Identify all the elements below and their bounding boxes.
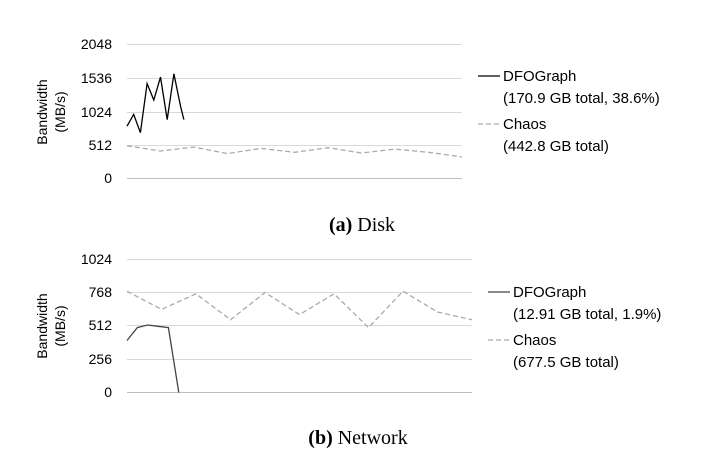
- disk-series-chaos-line: [126, 145, 463, 158]
- disk-caption: (a) Disk: [329, 214, 395, 236]
- network-ylabel-line2: (MB/s): [52, 305, 68, 346]
- network-legend-detail-dfograph: (12.91 GB total, 1.9%): [513, 306, 661, 323]
- network-series-chaos-line: [126, 290, 473, 329]
- network-legend-detail-chaos: (677.5 GB total): [513, 354, 619, 371]
- disk-gridlines: [127, 44, 462, 179]
- network-plot-area: [126, 290, 473, 393]
- disk-series-dfograph-line: [126, 73, 185, 133]
- disk-ylabel-line1: Bandwidth: [34, 79, 50, 144]
- network-ytick-768: 768: [89, 284, 113, 300]
- panel-disk: 2048 1536 1024 512 0 Bandwidth (MB/s) DF…: [34, 36, 660, 236]
- network-ytick-256: 256: [89, 351, 113, 367]
- network-legend-label-chaos: Chaos: [513, 332, 556, 349]
- disk-caption-text: Disk: [357, 214, 395, 236]
- disk-ylabel-line2: (MB/s): [52, 91, 68, 132]
- network-ytick-1024: 1024: [81, 251, 112, 267]
- network-series-dfograph-line: [126, 324, 180, 393]
- network-ylabel-line1: Bandwidth: [34, 293, 50, 358]
- disk-plot-area: [126, 73, 463, 158]
- disk-ytick-0: 0: [104, 170, 112, 186]
- network-legend-label-dfograph: DFOGraph: [513, 284, 586, 301]
- disk-caption-tag: (a): [329, 214, 352, 236]
- disk-ytick-1536: 1536: [81, 70, 112, 86]
- disk-legend-detail-dfograph: (170.9 GB total, 38.6%): [503, 90, 660, 107]
- disk-legend: DFOGraph (170.9 GB total, 38.6%) Chaos (…: [478, 68, 660, 155]
- network-gridlines: [127, 259, 472, 393]
- network-ytick-0: 0: [104, 384, 112, 400]
- disk-legend-detail-chaos: (442.8 GB total): [503, 138, 609, 155]
- network-legend: DFOGraph (12.91 GB total, 1.9%) Chaos (6…: [488, 284, 661, 371]
- disk-legend-label-dfograph: DFOGraph: [503, 68, 576, 85]
- network-caption-text: Network: [338, 427, 408, 449]
- disk-ytick-1024: 1024: [81, 104, 112, 120]
- disk-legend-label-chaos: Chaos: [503, 116, 546, 133]
- panel-network: 1024 768 512 256 0 Bandwidth (MB/s) DFOG…: [34, 251, 661, 449]
- disk-ytick-512: 512: [89, 137, 113, 153]
- disk-ytick-2048: 2048: [81, 36, 112, 52]
- network-caption: (b) Network: [308, 427, 407, 449]
- network-caption-tag: (b): [308, 427, 332, 449]
- network-ytick-512: 512: [89, 317, 113, 333]
